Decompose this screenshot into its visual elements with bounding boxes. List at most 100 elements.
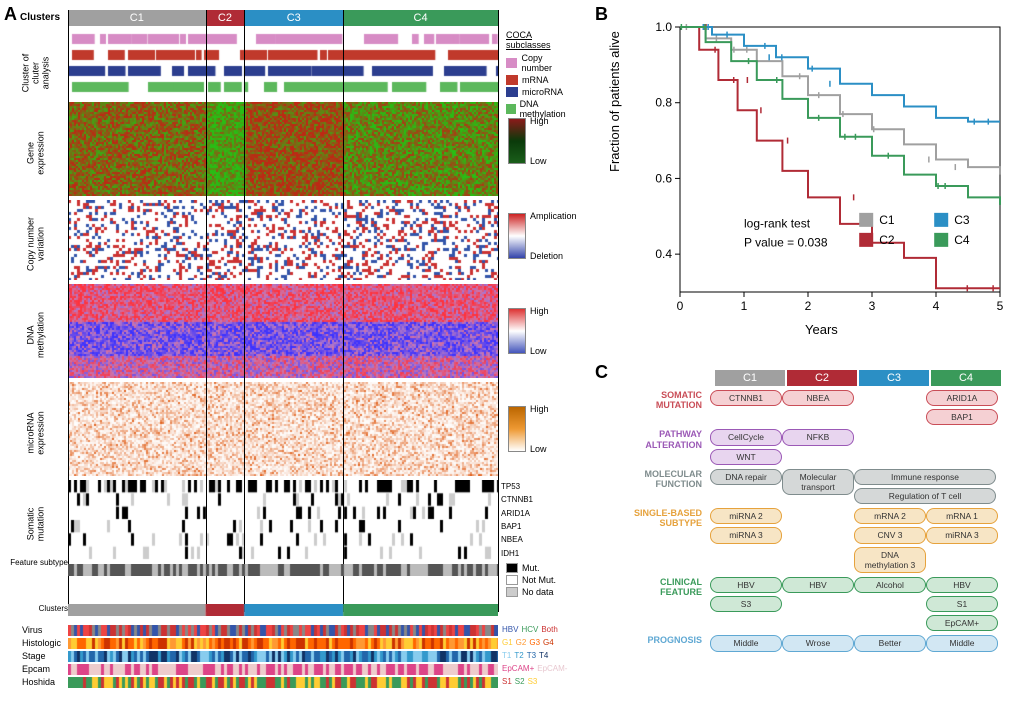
- tag: HBV: [710, 577, 782, 593]
- gene-BAP1: BAP1: [501, 522, 521, 531]
- c-row-single-based-subtype: SINGLE-BASEDSUBTYPEmiRNA 2miRNA 3mRNA 2C…: [595, 508, 1015, 573]
- svg-text:0: 0: [677, 299, 684, 313]
- tag: Better: [854, 635, 926, 651]
- tag: Wrose: [782, 635, 854, 651]
- tag: miRNA 2: [710, 508, 782, 524]
- c-row-pathway-alteration: PATHWAYALTERATIONCellCycleWNTNFKB: [595, 429, 1015, 464]
- panel-c-label: C: [595, 362, 608, 383]
- tag: mRNA 1: [926, 508, 998, 524]
- annot-Hoshida: [68, 677, 498, 688]
- tag: CNV 3: [854, 527, 926, 543]
- svg-text:1: 1: [741, 299, 748, 313]
- tag: Molecular transport: [782, 469, 854, 495]
- feature-clusters-bar: [68, 604, 498, 616]
- feature-subtype-label: Feature subtype: [0, 558, 68, 567]
- track-mirna: [68, 382, 498, 476]
- tag: DNA methylation 3: [854, 547, 926, 573]
- gene-IDH1: IDH1: [501, 549, 519, 558]
- cluster-C2: C2: [206, 10, 245, 26]
- clusters-label: Clusters: [20, 12, 60, 23]
- svg-text:P value = 0.038: P value = 0.038: [744, 236, 828, 250]
- tag: miRNA 3: [926, 527, 998, 543]
- svg-text:C2: C2: [879, 233, 895, 247]
- panel-b: B 0123450.40.60.81.0log-rank testP value…: [595, 12, 1005, 352]
- svg-text:C4: C4: [954, 233, 970, 247]
- cluster-bar: C1C2C3C4: [68, 10, 498, 26]
- tag: Immune response: [854, 469, 996, 485]
- tag: Middle: [710, 635, 782, 651]
- c-header-C3: C3: [859, 370, 929, 386]
- svg-text:log-rank test: log-rank test: [744, 217, 811, 231]
- annot-Stage: [68, 651, 498, 662]
- cnv-legend: Amplication Deletion: [508, 213, 526, 259]
- svg-text:0.4: 0.4: [655, 247, 672, 261]
- svg-text:0.8: 0.8: [655, 96, 672, 110]
- svg-text:2: 2: [805, 299, 812, 313]
- gene-TP53: TP53: [501, 482, 520, 491]
- feature-subtype-bar: [68, 564, 498, 576]
- tag: ARID1A: [926, 390, 998, 406]
- tag: S3: [710, 596, 782, 612]
- annot-Epcam: [68, 664, 498, 675]
- tag: NBEA: [782, 390, 854, 406]
- km-ylabel: Fraction of patients alive: [607, 31, 622, 172]
- gexp-legend: High Low: [508, 118, 526, 164]
- c-row-clinical-feature: CLINICALFEATUREHBVS3HBVAlcoholHBVS1EpCAM…: [595, 577, 1015, 632]
- cluster-C3: C3: [244, 10, 343, 26]
- meth-legend: High Low: [508, 308, 526, 354]
- c-row-molecular-function: MOLECULARFUNCTIONDNA repairMolecular tra…: [595, 469, 1015, 504]
- gene-NBEA: NBEA: [501, 535, 523, 544]
- coca-legend-title: COCA subclasses: [506, 30, 573, 50]
- panel-c: C C1C2C3C4 SOMATICMUTATIONCTNNB1NBEAARID…: [595, 370, 1015, 720]
- svg-text:3: 3: [869, 299, 876, 313]
- svg-text:C1: C1: [879, 213, 895, 227]
- c-header-C4: C4: [931, 370, 1001, 386]
- mirna-legend: High Low: [508, 406, 526, 452]
- panel-c-body: SOMATICMUTATIONCTNNB1NBEAARID1ABAP1PATHW…: [595, 390, 1015, 652]
- tag: HBV: [782, 577, 854, 593]
- c-row-prognosis: PROGNOSISMiddleWroseBetterMiddle: [595, 635, 1015, 651]
- tag: miRNA 3: [710, 527, 782, 543]
- panel-a: A Clusters C1C2C3C4 Cluster of cluter an…: [8, 8, 573, 718]
- cluster-C1: C1: [68, 10, 206, 26]
- tag: BAP1: [926, 409, 998, 425]
- track-cnv: [68, 200, 498, 280]
- panel-a-label: A: [4, 4, 17, 25]
- gene-ARID1A: ARID1A: [501, 509, 530, 518]
- c-row-somatic-mutation: SOMATICMUTATIONCTNNB1NBEAARID1ABAP1: [595, 390, 1015, 425]
- tag: DNA repair: [710, 469, 782, 485]
- tag: Regulation of T cell: [854, 488, 996, 504]
- panel-b-label: B: [595, 4, 608, 25]
- track-coca: [68, 30, 498, 98]
- svg-text:1.0: 1.0: [655, 22, 672, 34]
- panel-c-header: C1C2C3C4: [715, 370, 1015, 386]
- track-meth: [68, 284, 498, 378]
- cluster-C4: C4: [343, 10, 498, 26]
- track-mut: [68, 480, 498, 560]
- tag: WNT: [710, 449, 782, 465]
- tag: NFKB: [782, 429, 854, 445]
- track-gexp: [68, 102, 498, 196]
- mutation-legend: Mut.Not Mut.No data: [506, 563, 556, 599]
- tag: CellCycle: [710, 429, 782, 445]
- tag: Middle: [926, 635, 998, 651]
- coca-legend: COCA subclasses Copy numbermRNAmicroRNAD…: [506, 30, 573, 121]
- annot-Virus: [68, 625, 498, 636]
- svg-text:4: 4: [933, 299, 940, 313]
- c-header-C1: C1: [715, 370, 785, 386]
- km-xlabel: Years: [805, 322, 838, 337]
- annot-Histologic: [68, 638, 498, 649]
- c-header-C2: C2: [787, 370, 857, 386]
- tag: mRNA 2: [854, 508, 926, 524]
- tag: EpCAM+: [926, 615, 998, 631]
- tag: CTNNB1: [710, 390, 782, 406]
- svg-text:C3: C3: [954, 213, 970, 227]
- svg-text:5: 5: [997, 299, 1004, 313]
- km-plot: 0 1 2 3 4 5 0.4 0.6 0.8 1.0 log-rank test P value =…: [645, 22, 1005, 322]
- tag: S1: [926, 596, 998, 612]
- feature-clusters-label: Clusters: [0, 604, 68, 613]
- svg-text:0.6: 0.6: [655, 171, 672, 185]
- tag: HBV: [926, 577, 998, 593]
- gene-CTNNB1: CTNNB1: [501, 495, 533, 504]
- tag: Alcohol: [854, 577, 926, 593]
